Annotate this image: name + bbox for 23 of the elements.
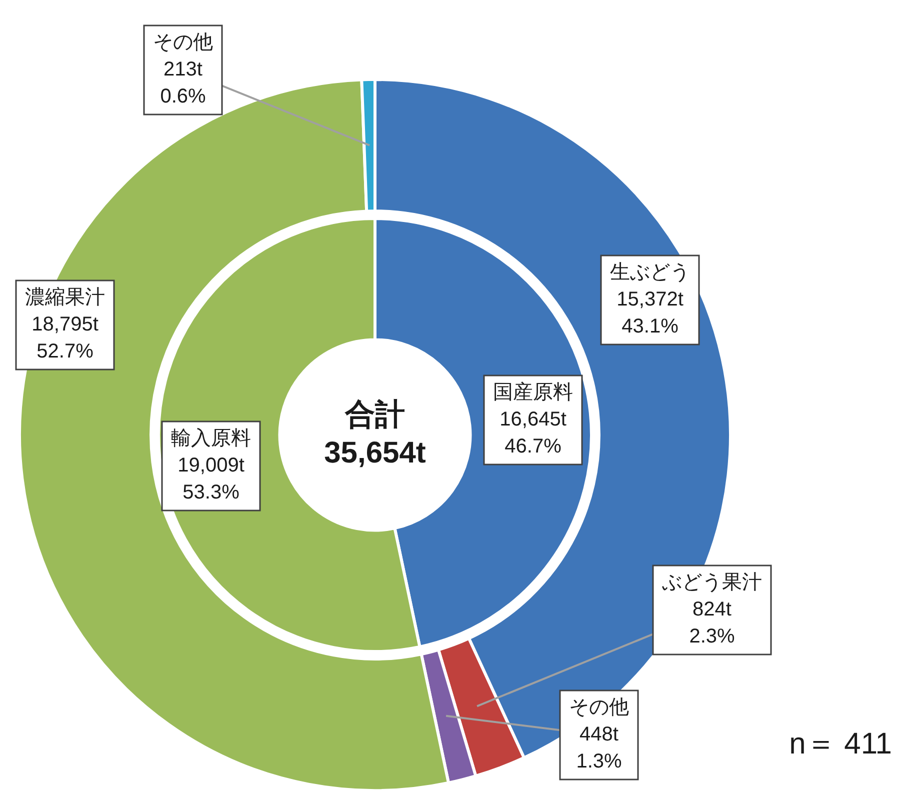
text: 53.3% bbox=[182, 482, 240, 504]
data-label: 824t bbox=[692, 598, 732, 621]
slice-label: 国産原料 bbox=[493, 382, 573, 404]
data-label: 213t bbox=[164, 58, 203, 81]
slice-label: その他 bbox=[569, 696, 629, 719]
data-label: 15,372t bbox=[616, 288, 684, 311]
text: n＝ 411 bbox=[789, 727, 892, 760]
data-label: 18,795t bbox=[32, 314, 99, 336]
text: 43.1% bbox=[622, 316, 679, 338]
data-label: 19,009t bbox=[178, 454, 245, 477]
text: 0.6% bbox=[160, 86, 206, 108]
text: 1.3% bbox=[576, 750, 622, 773]
slice-label: ぶどう果汁 bbox=[662, 572, 762, 594]
text: 2.3% bbox=[689, 626, 736, 648]
text: 52.7% bbox=[36, 340, 94, 363]
slice-label: 生ぶどう bbox=[610, 262, 690, 284]
slice-label: その他 bbox=[153, 32, 213, 54]
data-label: 16,645t bbox=[500, 408, 567, 431]
text: 46.7% bbox=[504, 436, 562, 458]
text: 合計 35,654t bbox=[324, 398, 426, 470]
data-label: 448t bbox=[580, 724, 619, 746]
slice-label: 輸入原料 bbox=[171, 428, 251, 450]
slice-label: 濃縮果汁 bbox=[25, 286, 105, 309]
